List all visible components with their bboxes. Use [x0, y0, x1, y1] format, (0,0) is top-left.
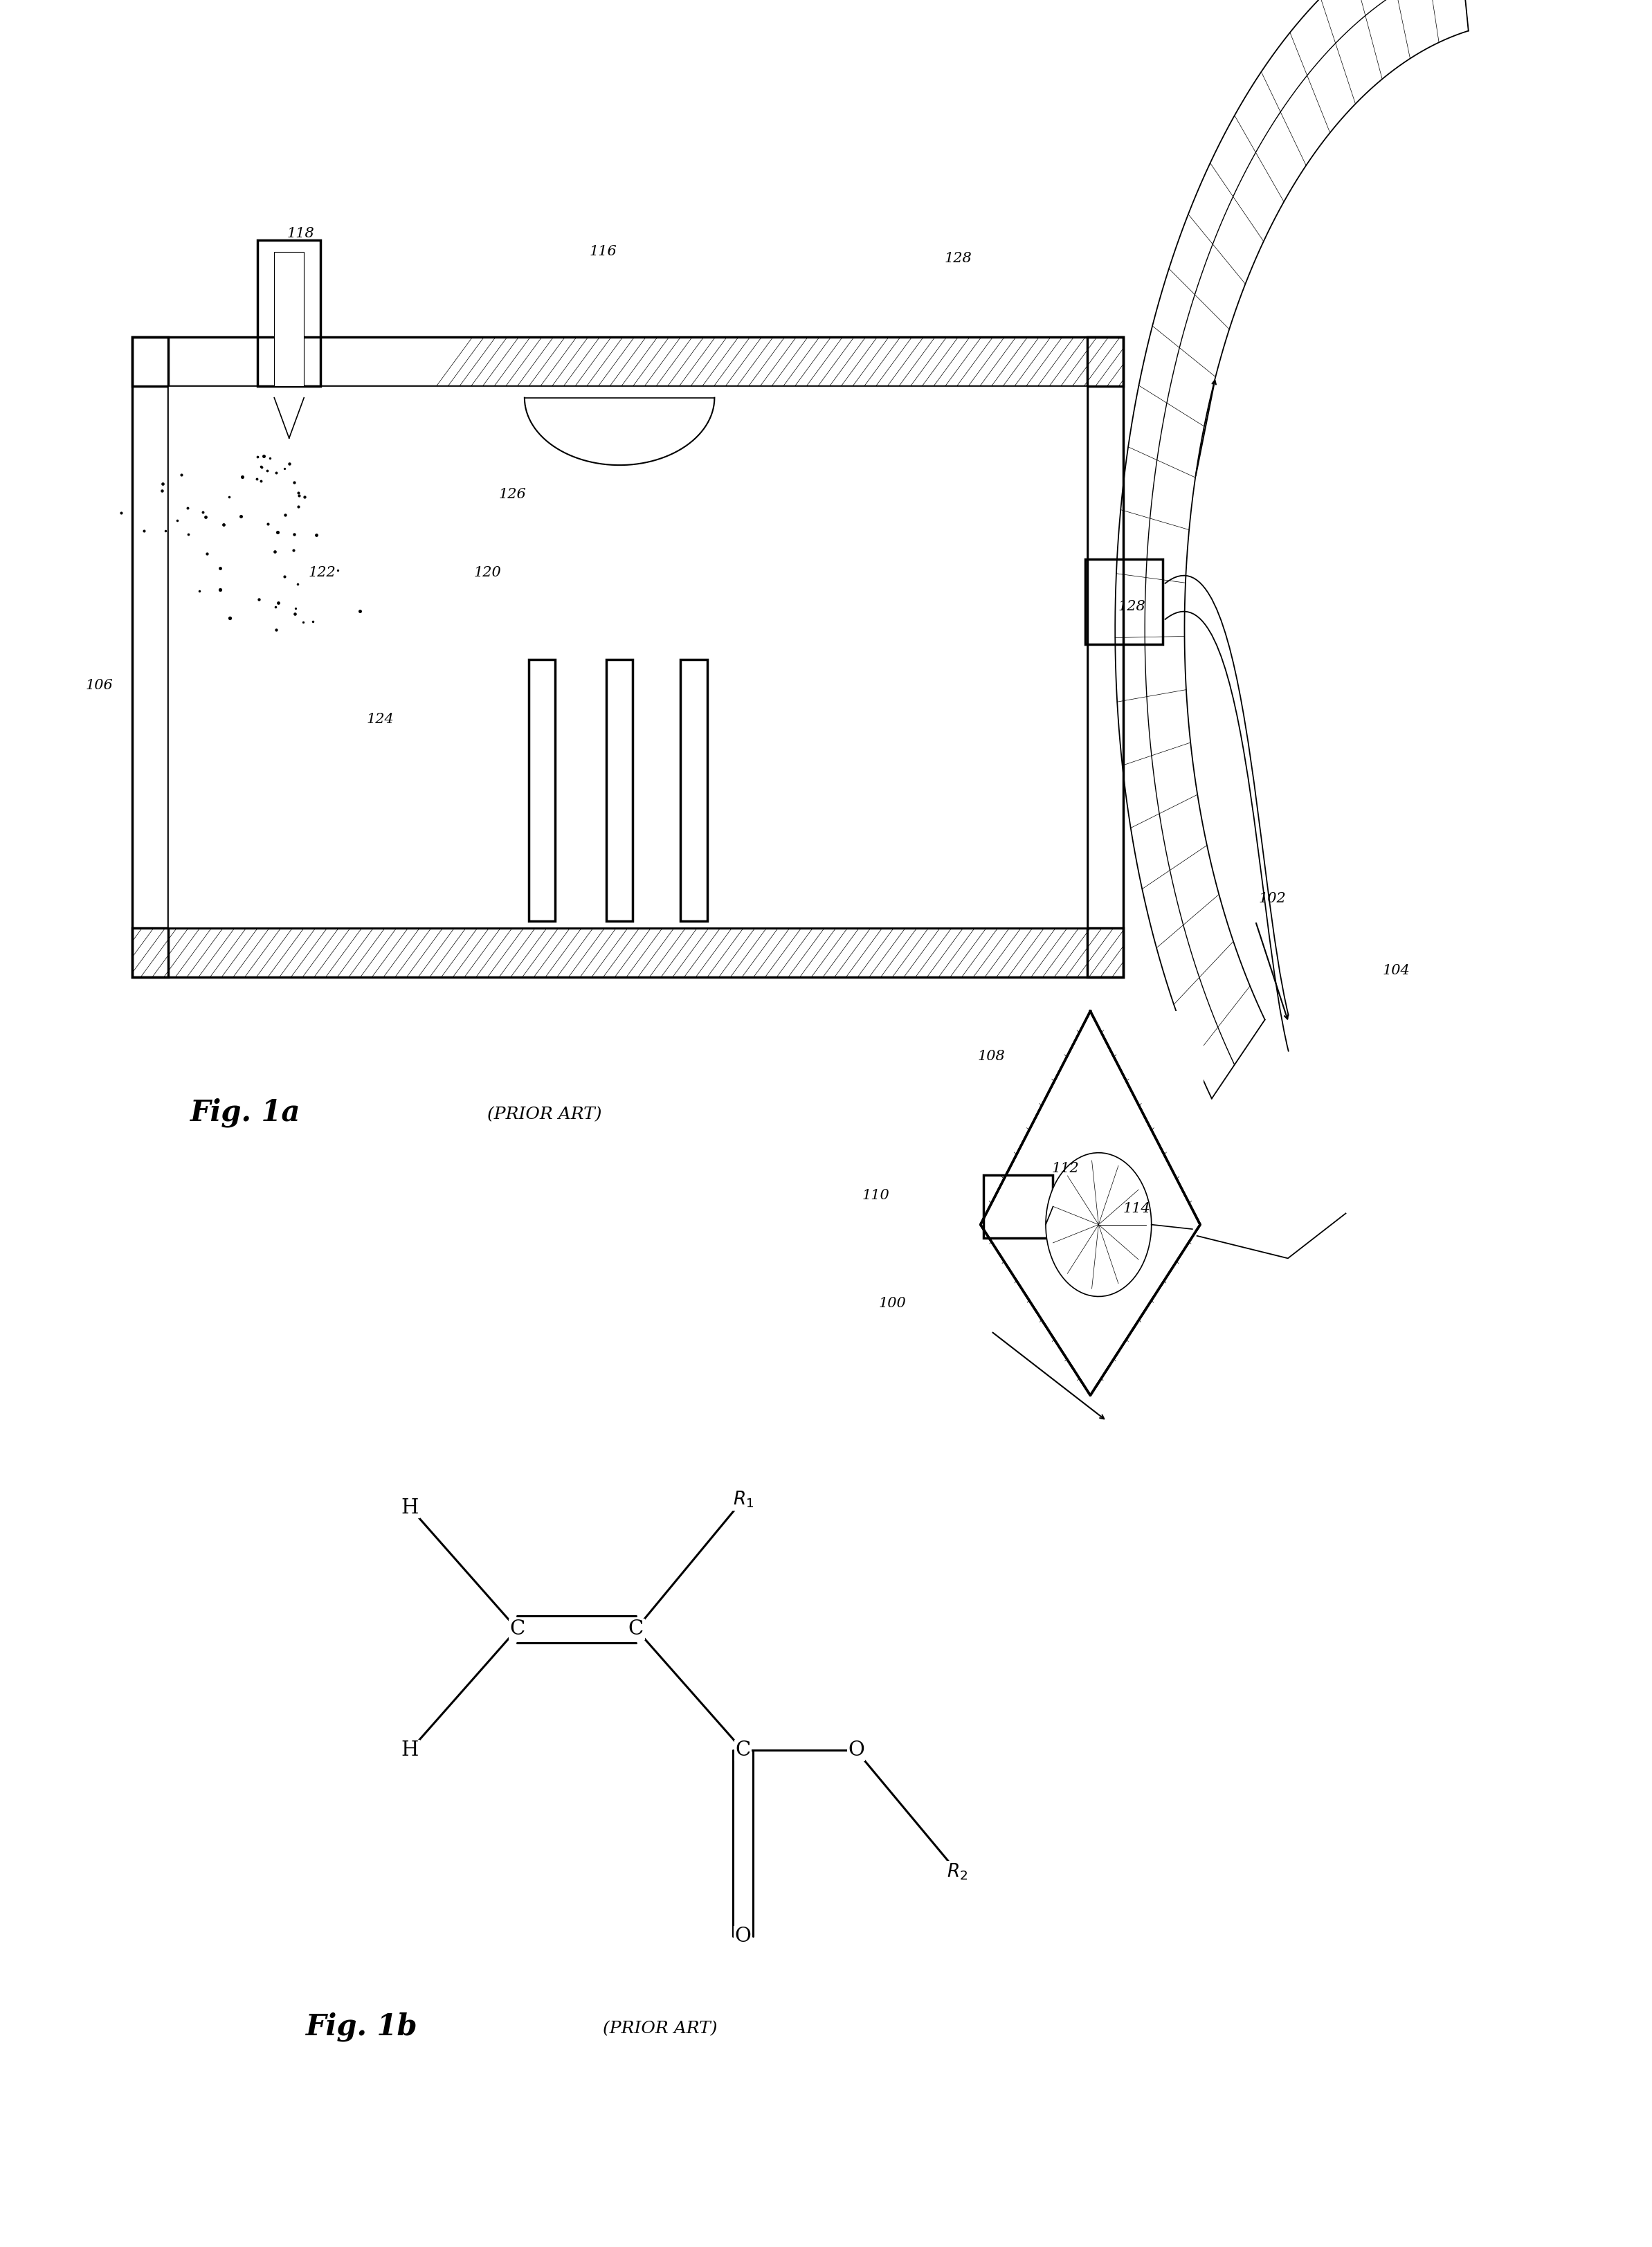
Text: (PRIOR ART): (PRIOR ART)	[487, 1106, 601, 1124]
Text: 112: 112	[1052, 1162, 1079, 1175]
Text: 104: 104	[1383, 964, 1409, 977]
Text: C: C	[509, 1620, 525, 1638]
Text: 124: 124	[367, 712, 393, 726]
Text: 122: 122	[309, 566, 335, 580]
Polygon shape	[978, 1011, 1203, 1400]
Text: 108: 108	[978, 1049, 1004, 1063]
Text: 128: 128	[1118, 600, 1145, 613]
Text: H: H	[401, 1741, 420, 1759]
Text: 100: 100	[879, 1297, 905, 1310]
Text: 114: 114	[1123, 1202, 1150, 1216]
Text: O: O	[847, 1741, 864, 1759]
Text: (PRIOR ART): (PRIOR ART)	[603, 2020, 717, 2038]
Polygon shape	[169, 386, 1087, 928]
Text: 106: 106	[86, 679, 112, 692]
Polygon shape	[274, 252, 304, 386]
Polygon shape	[1046, 1153, 1151, 1297]
Text: C: C	[628, 1620, 644, 1638]
Text: C: C	[735, 1741, 750, 1759]
Text: 116: 116	[590, 245, 616, 258]
Text: $R_1$: $R_1$	[732, 1490, 753, 1510]
Text: 110: 110	[862, 1189, 889, 1202]
Text: $R_2$: $R_2$	[947, 1863, 968, 1881]
Text: 126: 126	[499, 488, 525, 501]
Text: O: O	[735, 1926, 752, 1946]
Text: 102: 102	[1259, 892, 1285, 906]
Text: H: H	[401, 1499, 420, 1517]
Text: 120: 120	[474, 566, 501, 580]
Text: Fig. 1a: Fig. 1a	[190, 1097, 301, 1128]
Text: Fig. 1b: Fig. 1b	[306, 2011, 418, 2043]
Text: 128: 128	[945, 252, 971, 265]
Text: 118: 118	[287, 227, 314, 240]
